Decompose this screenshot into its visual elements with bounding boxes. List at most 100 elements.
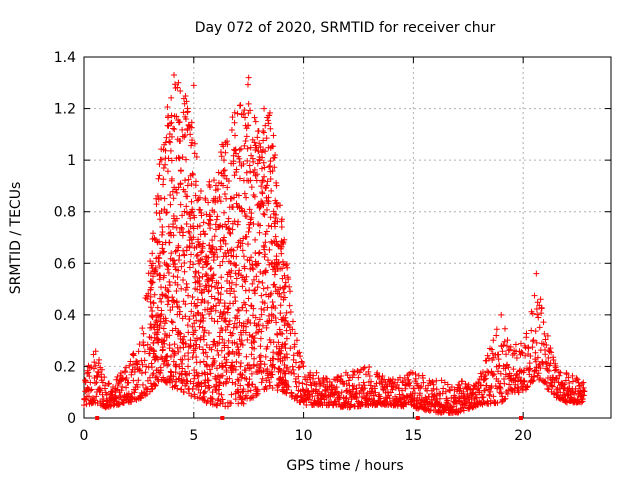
data-point bbox=[533, 358, 540, 365]
data-point bbox=[168, 112, 175, 119]
data-point bbox=[239, 247, 246, 254]
data-point bbox=[228, 279, 235, 286]
data-point bbox=[278, 347, 285, 354]
data-point bbox=[273, 238, 280, 245]
data-point bbox=[181, 208, 188, 215]
data-point bbox=[235, 270, 242, 277]
data-point bbox=[281, 341, 288, 348]
data-point bbox=[234, 306, 241, 313]
data-point bbox=[224, 309, 231, 316]
data-point bbox=[245, 295, 252, 302]
data-point bbox=[456, 382, 463, 389]
data-point bbox=[469, 390, 476, 397]
data-point bbox=[82, 388, 89, 395]
data-point bbox=[174, 274, 181, 281]
data-point bbox=[510, 366, 517, 373]
y-tick-label: 0.2 bbox=[54, 359, 76, 375]
data-point bbox=[169, 319, 176, 326]
data-point bbox=[540, 319, 547, 326]
data-point bbox=[92, 348, 99, 355]
data-point bbox=[217, 400, 224, 407]
data-point bbox=[198, 249, 205, 256]
data-point bbox=[191, 150, 198, 157]
data-point bbox=[260, 137, 267, 144]
data-point bbox=[244, 157, 251, 164]
data-point bbox=[162, 161, 169, 168]
data-point bbox=[541, 330, 548, 337]
data-point bbox=[267, 176, 274, 183]
data-point bbox=[185, 363, 192, 370]
data-point bbox=[179, 356, 186, 363]
data-point bbox=[171, 72, 178, 79]
data-point bbox=[259, 190, 266, 197]
data-point bbox=[222, 149, 229, 156]
data-point bbox=[221, 209, 228, 216]
data-point bbox=[518, 349, 525, 356]
data-point bbox=[322, 375, 329, 382]
data-point bbox=[82, 377, 89, 384]
data-point bbox=[221, 167, 228, 174]
data-point bbox=[250, 169, 257, 176]
data-point bbox=[218, 284, 225, 291]
data-point bbox=[297, 353, 304, 360]
data-point bbox=[537, 365, 544, 372]
data-point bbox=[149, 279, 156, 286]
data-point bbox=[194, 286, 201, 293]
data-point bbox=[188, 209, 195, 216]
data-point bbox=[141, 348, 148, 355]
data-point bbox=[182, 177, 189, 184]
data-point bbox=[490, 337, 497, 344]
data-point bbox=[307, 379, 314, 386]
data-point bbox=[281, 236, 288, 243]
data-point bbox=[270, 355, 277, 362]
data-point bbox=[164, 168, 171, 175]
data-point bbox=[221, 303, 228, 310]
data-point bbox=[192, 345, 199, 352]
data-point bbox=[182, 287, 189, 294]
data-point bbox=[225, 337, 232, 344]
data-point bbox=[252, 314, 259, 321]
data-point bbox=[313, 369, 320, 376]
data-point bbox=[180, 229, 187, 236]
data-point bbox=[242, 392, 249, 399]
data-point bbox=[233, 253, 240, 260]
data-point bbox=[245, 241, 252, 248]
data-point bbox=[278, 293, 285, 300]
data-point bbox=[260, 159, 267, 166]
data-point bbox=[147, 270, 154, 277]
data-point bbox=[272, 304, 279, 311]
data-point bbox=[245, 100, 252, 107]
data-point bbox=[315, 375, 322, 382]
data-point bbox=[261, 246, 268, 253]
data-point bbox=[211, 249, 218, 256]
data-point bbox=[182, 132, 189, 139]
data-point bbox=[188, 142, 195, 149]
data-point bbox=[504, 361, 511, 368]
data-point bbox=[278, 216, 285, 223]
data-point bbox=[267, 158, 274, 165]
data-point bbox=[257, 335, 264, 342]
data-point bbox=[167, 147, 174, 154]
data-point bbox=[251, 335, 258, 342]
data-point bbox=[149, 260, 156, 267]
axis-ticks: 0 0.2 0.4 0.6 0.8 1 1.2 1.4 0 5 10 15 20 bbox=[54, 50, 611, 444]
data-point bbox=[262, 268, 269, 275]
data-point bbox=[277, 330, 284, 337]
data-point bbox=[352, 390, 359, 397]
data-point bbox=[521, 378, 528, 385]
data-point bbox=[147, 304, 154, 311]
data-point bbox=[262, 239, 269, 246]
data-point bbox=[282, 283, 289, 290]
data-point bbox=[86, 373, 93, 380]
data-point bbox=[233, 358, 240, 365]
data-point bbox=[263, 385, 270, 392]
data-point bbox=[286, 283, 293, 290]
data-point bbox=[199, 311, 206, 318]
data-point bbox=[438, 377, 445, 384]
data-point bbox=[217, 198, 224, 205]
data-point bbox=[179, 365, 186, 372]
data-point bbox=[167, 139, 174, 146]
data-point bbox=[173, 189, 180, 196]
data-point bbox=[177, 167, 184, 174]
data-point bbox=[185, 176, 192, 183]
